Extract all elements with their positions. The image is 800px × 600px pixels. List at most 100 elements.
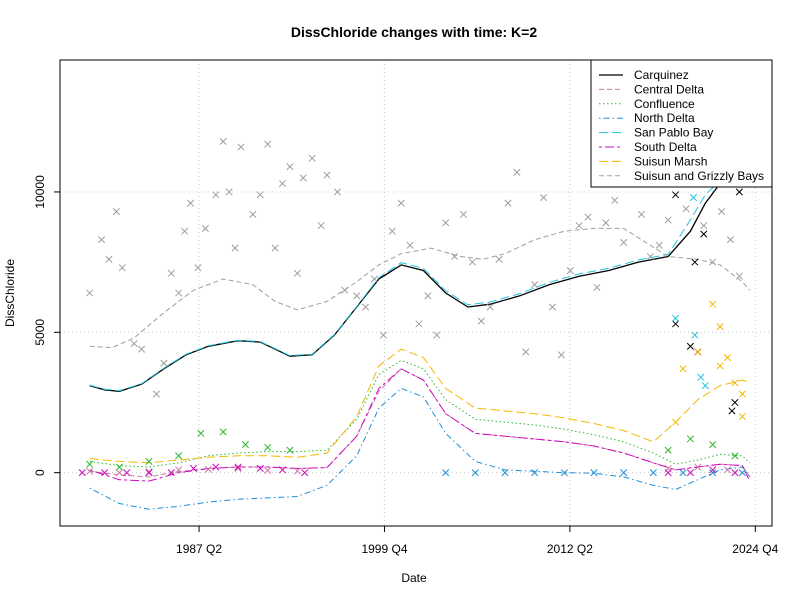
point-central-delta-10 [723, 466, 732, 474]
point-south-delta-14 [731, 469, 739, 477]
point-san-pablo-bay-0 [672, 314, 680, 322]
point-south-delta-10 [301, 469, 309, 477]
point-north-delta-8 [679, 469, 687, 477]
point-central-delta-2 [145, 468, 153, 476]
point-suisun-marsh-1 [679, 365, 687, 373]
point-suisun-and-grizzly-bays-31 [333, 188, 341, 196]
point-suisun-and-grizzly-bays-56 [557, 351, 565, 359]
point-suisun-and-grizzly-bays-75 [726, 236, 735, 244]
point-confluence-6 [241, 441, 249, 449]
point-suisun-and-grizzly-bays-53 [531, 281, 539, 289]
point-suisun-and-grizzly-bays-0 [86, 289, 94, 297]
point-suisun-and-grizzly-bays-10 [175, 289, 183, 297]
point-carquinez-7 [728, 407, 736, 415]
point-suisun-and-grizzly-bays-6 [138, 345, 146, 353]
point-suisun-and-grizzly-bays-30 [323, 171, 331, 179]
point-suisun-and-grizzly-bays-55 [548, 303, 557, 311]
point-north-delta-9 [709, 469, 717, 477]
point-suisun-marsh-9 [738, 412, 746, 421]
x-axis-label: Date [401, 571, 427, 585]
y-tick-label-1: 5000 [33, 319, 47, 346]
point-north-delta-5 [590, 469, 598, 477]
point-north-delta-3 [531, 469, 539, 477]
legend-label-south-delta: South Delta [634, 140, 697, 154]
point-suisun-and-grizzly-bays-44 [451, 252, 459, 261]
point-suisun-and-grizzly-bays-32 [341, 286, 349, 294]
point-suisun-and-grizzly-bays-16 [219, 137, 227, 145]
series-line-confluence [89, 359, 751, 468]
point-suisun-and-grizzly-bays-59 [584, 213, 592, 221]
point-south-delta-6 [212, 463, 220, 471]
point-suisun-and-grizzly-bays-14 [201, 224, 209, 232]
point-suisun-and-grizzly-bays-42 [433, 331, 441, 339]
point-suisun-and-grizzly-bays-18 [231, 244, 239, 252]
point-suisun-marsh-4 [716, 323, 724, 331]
point-carquinez-0 [672, 320, 680, 328]
point-suisun-marsh-2 [694, 348, 702, 356]
point-south-delta-0 [78, 469, 86, 477]
point-suisun-and-grizzly-bays-41 [424, 292, 432, 300]
point-suisun-and-grizzly-bays-47 [477, 317, 485, 325]
point-south-delta-5 [189, 464, 198, 473]
series-line-carquinez [89, 182, 743, 392]
point-suisun-and-grizzly-bays-5 [130, 339, 138, 348]
point-south-delta-4 [167, 469, 175, 477]
point-suisun-and-grizzly-bays-66 [646, 252, 654, 261]
point-north-delta-10 [738, 469, 746, 477]
point-south-delta-1 [100, 469, 109, 477]
point-confluence-12 [731, 452, 739, 460]
point-suisun-and-grizzly-bays-34 [362, 303, 370, 311]
point-suisun-and-grizzly-bays-58 [575, 222, 583, 230]
point-suisun-and-grizzly-bays-45 [459, 210, 468, 218]
point-suisun-and-grizzly-bays-12 [186, 199, 195, 207]
point-suisun-and-grizzly-bays-50 [504, 199, 512, 207]
point-suisun-and-grizzly-bays-27 [299, 174, 307, 182]
point-carquinez-4 [700, 230, 708, 238]
point-suisun-and-grizzly-bays-46 [468, 258, 476, 266]
point-suisun-and-grizzly-bays-68 [664, 216, 672, 224]
point-suisun-and-grizzly-bays-9 [167, 269, 175, 277]
point-suisun-and-grizzly-bays-20 [249, 210, 257, 218]
point-carquinez-6 [731, 398, 739, 407]
point-central-delta-0 [86, 467, 94, 475]
point-north-delta-7 [649, 469, 657, 477]
point-suisun-and-grizzly-bays-36 [379, 331, 387, 339]
point-suisun-and-grizzly-bays-38 [397, 199, 405, 207]
point-suisun-marsh-6 [723, 354, 732, 362]
point-central-delta-3 [175, 466, 183, 474]
point-north-delta-4 [560, 469, 568, 477]
point-north-delta-0 [442, 469, 450, 477]
y-tick-label-0: 0 [33, 469, 47, 476]
series-line-suisun-marsh [89, 348, 750, 464]
point-suisun-and-grizzly-bays-70 [682, 205, 690, 213]
point-north-delta-1 [471, 469, 479, 477]
point-suisun-and-grizzly-bays-35 [370, 275, 379, 283]
point-suisun-and-grizzly-bays-23 [271, 244, 279, 252]
point-south-delta-7 [234, 463, 242, 471]
point-suisun-and-grizzly-bays-62 [611, 196, 619, 204]
point-suisun-and-grizzly-bays-48 [486, 303, 494, 311]
x-tick-label-3: 2024 Q4 [732, 542, 778, 556]
point-suisun-and-grizzly-bays-61 [602, 219, 610, 227]
point-suisun-and-grizzly-bays-52 [522, 348, 530, 356]
point-suisun-and-grizzly-bays-67 [655, 241, 663, 249]
x-tick-label-2: 2012 Q2 [547, 542, 593, 556]
point-confluence-10 [686, 435, 694, 443]
point-san-pablo-bay-2 [697, 373, 705, 381]
point-san-pablo-bay-1 [691, 331, 699, 339]
point-suisun-marsh-3 [709, 300, 717, 308]
point-suisun-marsh-7 [731, 379, 739, 387]
x-tick-label-1: 1999 Q4 [361, 542, 407, 556]
series-line-south-delta [89, 368, 751, 482]
point-suisun-and-grizzly-bays-22 [264, 140, 272, 148]
point-suisun-and-grizzly-bays-21 [256, 191, 264, 199]
point-south-delta-13 [709, 466, 717, 474]
point-suisun-and-grizzly-bays-63 [620, 238, 628, 247]
x-tick-label-0: 1987 Q2 [176, 542, 222, 556]
point-carquinez-3 [691, 258, 699, 266]
y-axis: 0 5000 10000 [33, 175, 60, 476]
legend-label-suisun-marsh: Suisun Marsh [634, 154, 707, 168]
point-confluence-7 [264, 443, 272, 451]
point-suisun-marsh-0 [672, 418, 680, 426]
